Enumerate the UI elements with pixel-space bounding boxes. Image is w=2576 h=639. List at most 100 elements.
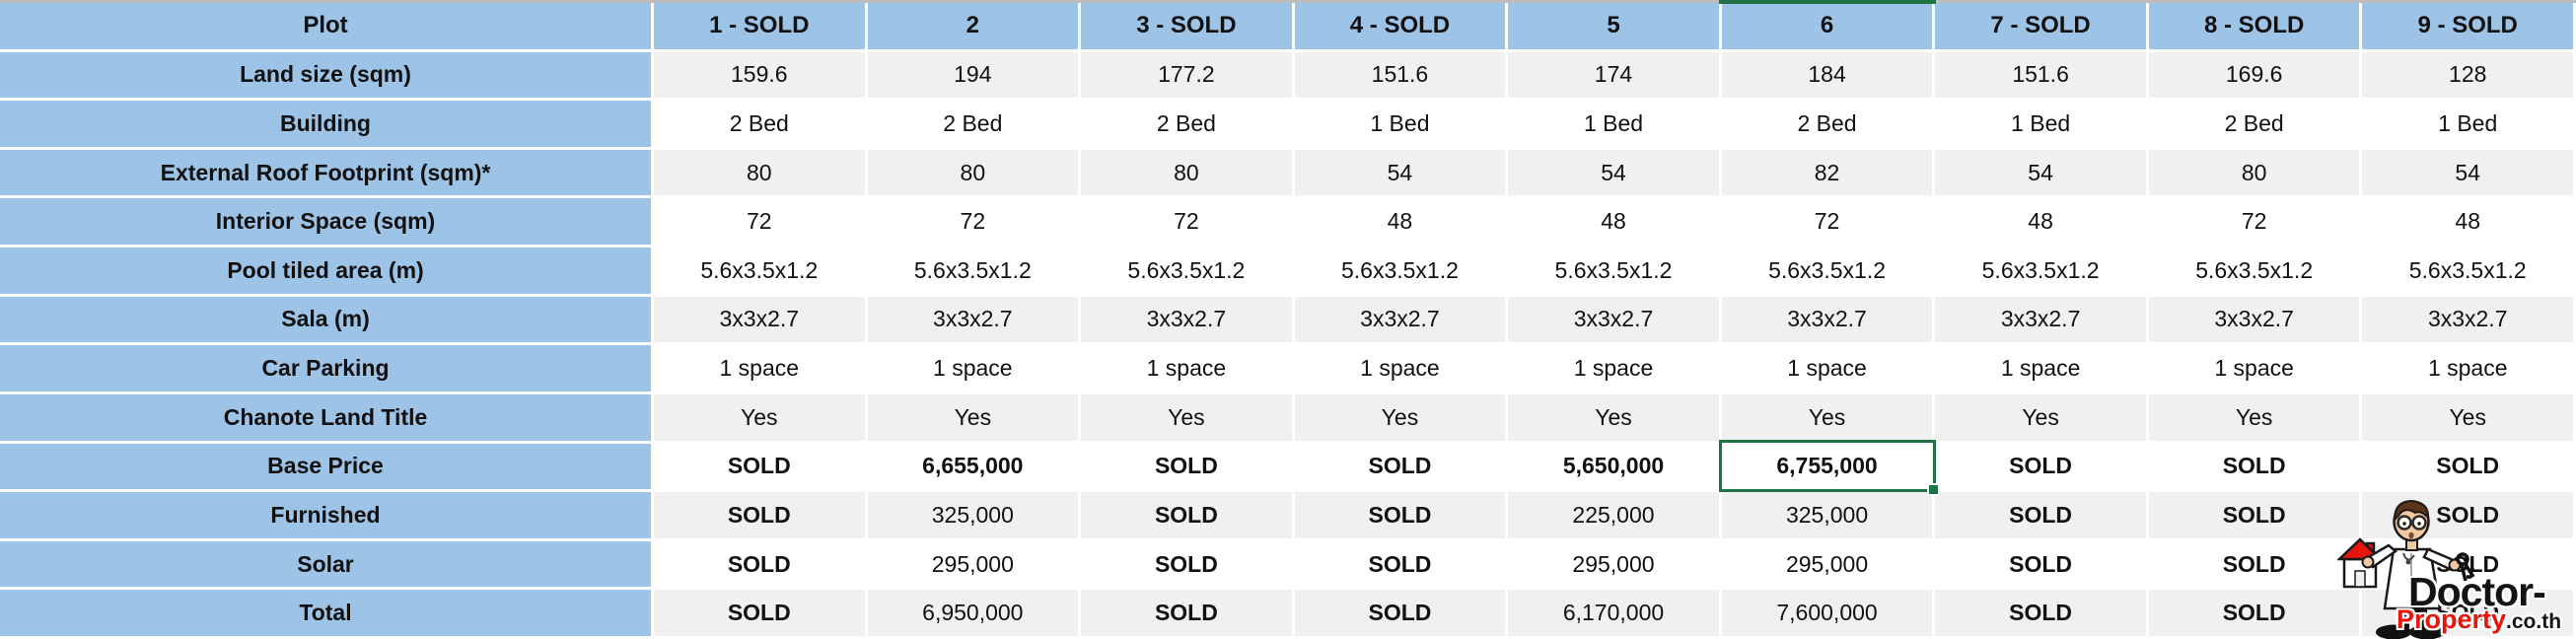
table-cell[interactable]: 1 Bed	[2362, 101, 2573, 147]
table-cell[interactable]: 1 space	[1721, 345, 1933, 391]
table-cell[interactable]: 54	[1294, 149, 1506, 196]
table-cell[interactable]: SOLD	[2362, 492, 2573, 538]
table-cell[interactable]: 7,600,000	[1721, 590, 1933, 636]
table-cell[interactable]: 128	[2362, 51, 2573, 99]
row-label[interactable]: Furnished	[0, 492, 651, 538]
table-cell[interactable]: SOLD	[1081, 492, 1292, 538]
column-header-1[interactable]: 1 - SOLD	[654, 3, 865, 49]
table-cell[interactable]: 1 space	[1294, 345, 1506, 391]
table-cell[interactable]: 1 space	[2362, 345, 2573, 391]
table-cell[interactable]: 48	[1508, 198, 1719, 246]
table-cell[interactable]: 80	[1081, 149, 1292, 196]
table-cell[interactable]: SOLD	[2362, 443, 2573, 490]
table-cell[interactable]: Yes	[2148, 393, 2360, 441]
table-cell[interactable]: 1 space	[1081, 345, 1292, 391]
row-label[interactable]: Chanote Land Title	[0, 393, 651, 441]
table-cell[interactable]: SOLD	[1935, 443, 2146, 490]
table-cell[interactable]: SOLD	[2148, 492, 2360, 538]
row-label[interactable]: Solar	[0, 540, 651, 588]
table-cell[interactable]: 3x3x2.7	[1721, 296, 1933, 343]
column-header-7[interactable]: 7 - SOLD	[1935, 3, 2146, 49]
table-cell[interactable]: 159.6	[654, 51, 865, 99]
table-cell[interactable]: SOLD	[2148, 540, 2360, 588]
table-cell[interactable]: 72	[1721, 198, 1933, 246]
table-cell[interactable]: 1 space	[654, 345, 865, 391]
table-cell[interactable]: 2 Bed	[2148, 101, 2360, 147]
row-label[interactable]: Pool tiled area (m)	[0, 248, 651, 294]
table-cell[interactable]: SOLD	[1935, 492, 2146, 538]
table-cell[interactable]: 151.6	[1935, 51, 2146, 99]
table-cell[interactable]: 5.6x3.5x1.2	[2148, 248, 2360, 294]
table-cell[interactable]: 2 Bed	[654, 101, 865, 147]
table-cell[interactable]: 48	[1294, 198, 1506, 246]
table-cell[interactable]: SOLD	[1294, 590, 1506, 636]
table-cell[interactable]: SOLD	[654, 540, 865, 588]
row-label[interactable]: Interior Space (sqm)	[0, 198, 651, 246]
table-cell[interactable]: 5.6x3.5x1.2	[1721, 248, 1933, 294]
table-cell[interactable]: 1 Bed	[1294, 101, 1506, 147]
table-cell[interactable]: 1 space	[1508, 345, 1719, 391]
row-label[interactable]: Sala (m)	[0, 296, 651, 343]
table-cell[interactable]: 5.6x3.5x1.2	[1508, 248, 1719, 294]
row-label[interactable]: External Roof Footprint (sqm)*	[0, 149, 651, 196]
table-cell[interactable]: 151.6	[1294, 51, 1506, 99]
table-cell[interactable]: SOLD	[1081, 443, 1292, 490]
table-cell[interactable]: SOLD	[1935, 590, 2146, 636]
table-cell[interactable]: Yes	[867, 393, 1079, 441]
table-cell[interactable]: 2 Bed	[1721, 101, 1933, 147]
table-cell[interactable]: Yes	[654, 393, 865, 441]
table-cell[interactable]: 5.6x3.5x1.2	[2362, 248, 2573, 294]
table-cell[interactable]: 3x3x2.7	[1294, 296, 1506, 343]
table-cell[interactable]: 295,000	[1721, 540, 1933, 588]
table-cell[interactable]: SOLD	[1294, 443, 1506, 490]
table-cell[interactable]: 1 space	[1935, 345, 2146, 391]
table-cell[interactable]: 177.2	[1081, 51, 1292, 99]
table-cell[interactable]: 3x3x2.7	[2148, 296, 2360, 343]
row-label[interactable]: Building	[0, 101, 651, 147]
row-label[interactable]: Total	[0, 590, 651, 636]
table-cell[interactable]: 48	[2362, 198, 2573, 246]
fill-handle[interactable]	[1927, 483, 1940, 496]
table-cell[interactable]: 3x3x2.7	[867, 296, 1079, 343]
table-cell[interactable]: 174	[1508, 51, 1719, 99]
corner-header-plot[interactable]: Plot	[0, 3, 651, 49]
table-cell[interactable]: 3x3x2.7	[1081, 296, 1292, 343]
table-cell[interactable]: Yes	[1935, 393, 2146, 441]
column-header-2[interactable]: 2	[867, 3, 1079, 49]
table-cell[interactable]: SOLD	[1081, 540, 1292, 588]
table-cell[interactable]: 295,000	[867, 540, 1079, 588]
table-cell[interactable]: SOLD	[654, 443, 865, 490]
table-cell[interactable]: 295,000	[1508, 540, 1719, 588]
table-cell[interactable]: 54	[2362, 149, 2573, 196]
table-cell[interactable]: 72	[867, 198, 1079, 246]
table-cell[interactable]: 80	[2148, 149, 2360, 196]
table-cell[interactable]: 2 Bed	[867, 101, 1079, 147]
table-cell[interactable]: 80	[867, 149, 1079, 196]
table-cell[interactable]: SOLD	[1294, 492, 1506, 538]
selected-cell[interactable]: 6,755,000	[1721, 443, 1933, 490]
table-cell[interactable]: SOLD	[2362, 540, 2573, 588]
column-header-8[interactable]: 8 - SOLD	[2148, 3, 2360, 49]
table-cell[interactable]: SOLD	[1294, 540, 1506, 588]
table-cell[interactable]: 225,000	[1508, 492, 1719, 538]
table-cell[interactable]: 5.6x3.5x1.2	[1081, 248, 1292, 294]
table-cell[interactable]: 169.6	[2148, 51, 2360, 99]
row-label[interactable]: Car Parking	[0, 345, 651, 391]
table-cell[interactable]: 2 Bed	[1081, 101, 1292, 147]
table-cell[interactable]: SOLD	[2362, 590, 2573, 636]
table-cell[interactable]: 72	[2148, 198, 2360, 246]
table-cell[interactable]: 3x3x2.7	[654, 296, 865, 343]
table-cell[interactable]: 325,000	[1721, 492, 1933, 538]
column-header-3[interactable]: 3 - SOLD	[1081, 3, 1292, 49]
table-cell[interactable]: 5.6x3.5x1.2	[654, 248, 865, 294]
table-cell[interactable]: 82	[1721, 149, 1933, 196]
table-cell[interactable]: 6,950,000	[867, 590, 1079, 636]
table-cell[interactable]: 1 space	[2148, 345, 2360, 391]
table-cell[interactable]: 6,655,000	[867, 443, 1079, 490]
table-cell[interactable]: SOLD	[654, 492, 865, 538]
table-cell[interactable]: Yes	[1081, 393, 1292, 441]
table-cell[interactable]: 1 Bed	[1935, 101, 2146, 147]
table-cell[interactable]: 184	[1721, 51, 1933, 99]
table-cell[interactable]: 72	[1081, 198, 1292, 246]
table-cell[interactable]: 72	[654, 198, 865, 246]
